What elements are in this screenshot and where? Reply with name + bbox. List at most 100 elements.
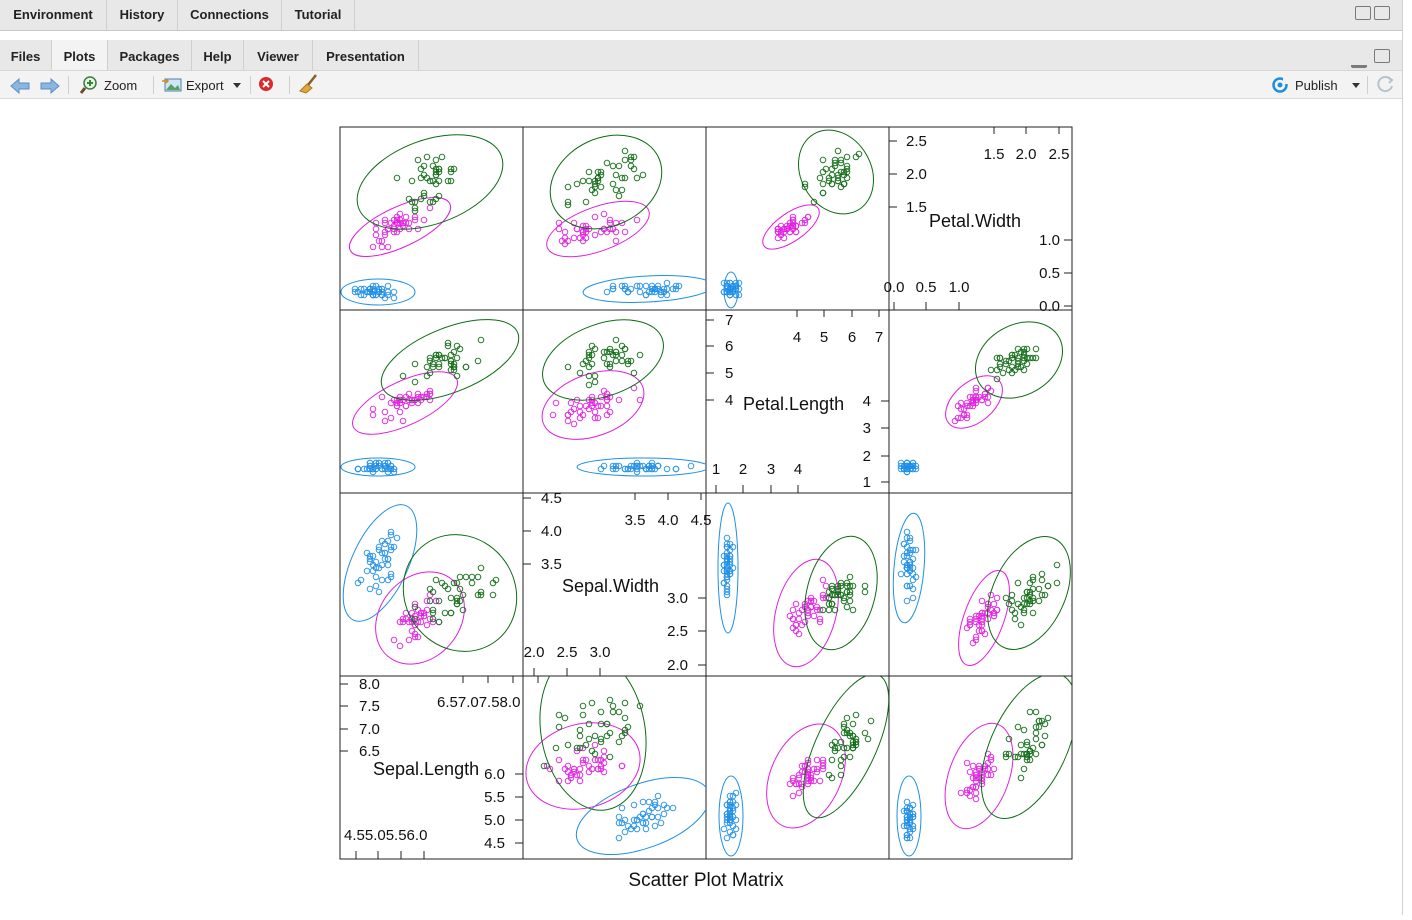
restore-pane-icon[interactable] (1374, 49, 1390, 63)
maximize-pane-icon[interactable] (1374, 6, 1390, 20)
point-virginica (993, 354, 1001, 362)
scatter-panel (896, 676, 1072, 857)
scatter-panel (541, 319, 706, 477)
point-versicolor (978, 627, 986, 635)
minimize-pane-icon[interactable] (1350, 63, 1367, 68)
point-setosa (360, 291, 368, 299)
point-virginica (423, 153, 431, 161)
point-versicolor (570, 405, 578, 413)
tick-label: 2.5 (557, 644, 578, 661)
point-versicolor (369, 405, 377, 413)
point-versicolor (972, 789, 980, 797)
point-setosa (369, 465, 377, 473)
point-virginica (834, 177, 842, 185)
point-setosa (654, 813, 662, 821)
point-versicolor (789, 774, 797, 782)
point-virginica (426, 198, 434, 206)
point-virginica (597, 738, 605, 746)
point-versicolor (990, 612, 998, 620)
point-virginica (1029, 573, 1037, 581)
tab-plots[interactable]: Plots (52, 40, 108, 70)
point-versicolor (792, 228, 800, 236)
point-setosa (369, 552, 377, 560)
point-virginica (618, 357, 626, 365)
point-virginica (588, 360, 596, 368)
point-virginica (579, 177, 587, 185)
point-setosa (900, 540, 908, 548)
point-virginica (828, 600, 836, 608)
remove-plot-icon[interactable] (258, 76, 274, 92)
point-virginica (420, 189, 428, 197)
point-virginica (1053, 579, 1061, 587)
point-virginica (1020, 765, 1028, 773)
tab-files[interactable]: Files (0, 40, 52, 70)
point-virginica (840, 723, 848, 731)
tick-label: 7.0 (359, 721, 380, 738)
tab-packages[interactable]: Packages (108, 40, 192, 70)
point-virginica (843, 168, 851, 176)
point-setosa (384, 291, 392, 299)
point-setosa (660, 810, 668, 818)
restore-pane-icon[interactable] (1355, 6, 1371, 20)
point-virginica (576, 369, 584, 377)
point-virginica (426, 354, 434, 362)
point-virginica (834, 174, 842, 182)
point-setosa (375, 543, 383, 551)
tick-label: 7 (725, 312, 733, 329)
scatter-plot-matrix: Petal.Width 2.5 2.0 1.5 1.5 2.0 2.5 1.0 0.5 0.0 0.… (339, 126, 1073, 891)
point-setosa (390, 288, 398, 296)
ellipse-virginica (542, 319, 664, 401)
tab-help[interactable]: Help (192, 40, 244, 70)
top-tab-connections[interactable]: Connections (178, 0, 282, 30)
point-virginica (837, 591, 845, 599)
forward-arrow-icon[interactable] (40, 78, 60, 94)
point-virginica (606, 696, 614, 704)
point-virginica (441, 609, 449, 617)
point-setosa (723, 555, 731, 563)
scatter-panel (720, 129, 874, 309)
point-versicolor (381, 408, 389, 416)
top-tab-tutorial[interactable]: Tutorial (282, 0, 355, 30)
point-versicolor (963, 759, 971, 767)
point-setosa (726, 810, 734, 818)
point-versicolor (984, 384, 992, 392)
point-setosa (906, 816, 914, 824)
tick-label: 2.0 (906, 166, 927, 183)
tick-label: 0.0 (1039, 298, 1060, 315)
broom-clear-icon[interactable] (298, 74, 320, 94)
top-tab-environment[interactable]: Environment (0, 0, 107, 30)
point-virginica (603, 732, 611, 740)
point-virginica (849, 720, 857, 728)
point-virginica (846, 753, 854, 761)
point-versicolor (579, 756, 587, 764)
point-virginica (588, 342, 596, 350)
point-virginica (837, 756, 845, 764)
ellipse-versicolor (773, 558, 839, 668)
point-setosa (672, 465, 680, 473)
point-virginica (453, 579, 461, 587)
point-virginica (450, 579, 458, 587)
point-virginica (432, 576, 440, 584)
point-versicolor (399, 417, 407, 425)
point-virginica (1020, 750, 1028, 758)
point-virginica (1005, 735, 1013, 743)
point-virginica (1029, 594, 1037, 602)
point-virginica (450, 363, 458, 371)
point-versicolor (792, 600, 800, 608)
point-virginica (453, 342, 461, 350)
point-versicolor (615, 396, 623, 404)
scatter-panel (525, 676, 706, 855)
top-tab-history[interactable]: History (107, 0, 178, 30)
point-virginica (474, 573, 482, 581)
point-virginica (612, 186, 620, 194)
tab-viewer[interactable]: Viewer (244, 40, 313, 70)
tick-label: 0.5 (916, 279, 937, 296)
point-virginica (597, 720, 605, 728)
back-arrow-icon[interactable] (10, 78, 30, 94)
point-virginica (1053, 561, 1061, 569)
tab-presentation[interactable]: Presentation (313, 40, 419, 70)
point-setosa (621, 828, 629, 836)
refresh-icon[interactable] (1377, 75, 1395, 93)
point-virginica (393, 174, 401, 182)
diag-label-petal-length: Petal.Length (743, 394, 844, 414)
